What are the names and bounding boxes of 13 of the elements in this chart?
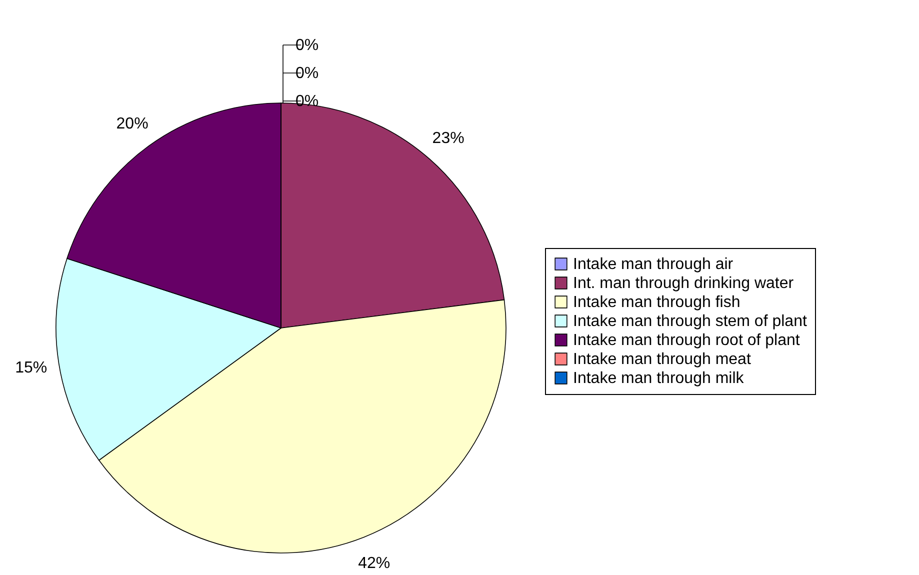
legend-label: Intake man through air <box>573 256 734 273</box>
data-label: 23% <box>432 130 464 148</box>
legend-label: Intake man through root of plant <box>573 332 800 349</box>
data-label: 42% <box>358 555 390 572</box>
data-label: 15% <box>15 360 48 377</box>
legend-label: Intake man through fish <box>573 294 740 311</box>
data-label: 20% <box>116 115 148 132</box>
legend-label: Intake man through milk <box>573 370 745 387</box>
text: 0% <box>295 65 319 82</box>
legend-label: Intake man through meat <box>573 351 752 368</box>
legend-label: Int. man through drinking water <box>573 275 794 292</box>
text: 0% <box>295 37 319 54</box>
legend-label: Intake man through stem of plant <box>573 313 808 330</box>
